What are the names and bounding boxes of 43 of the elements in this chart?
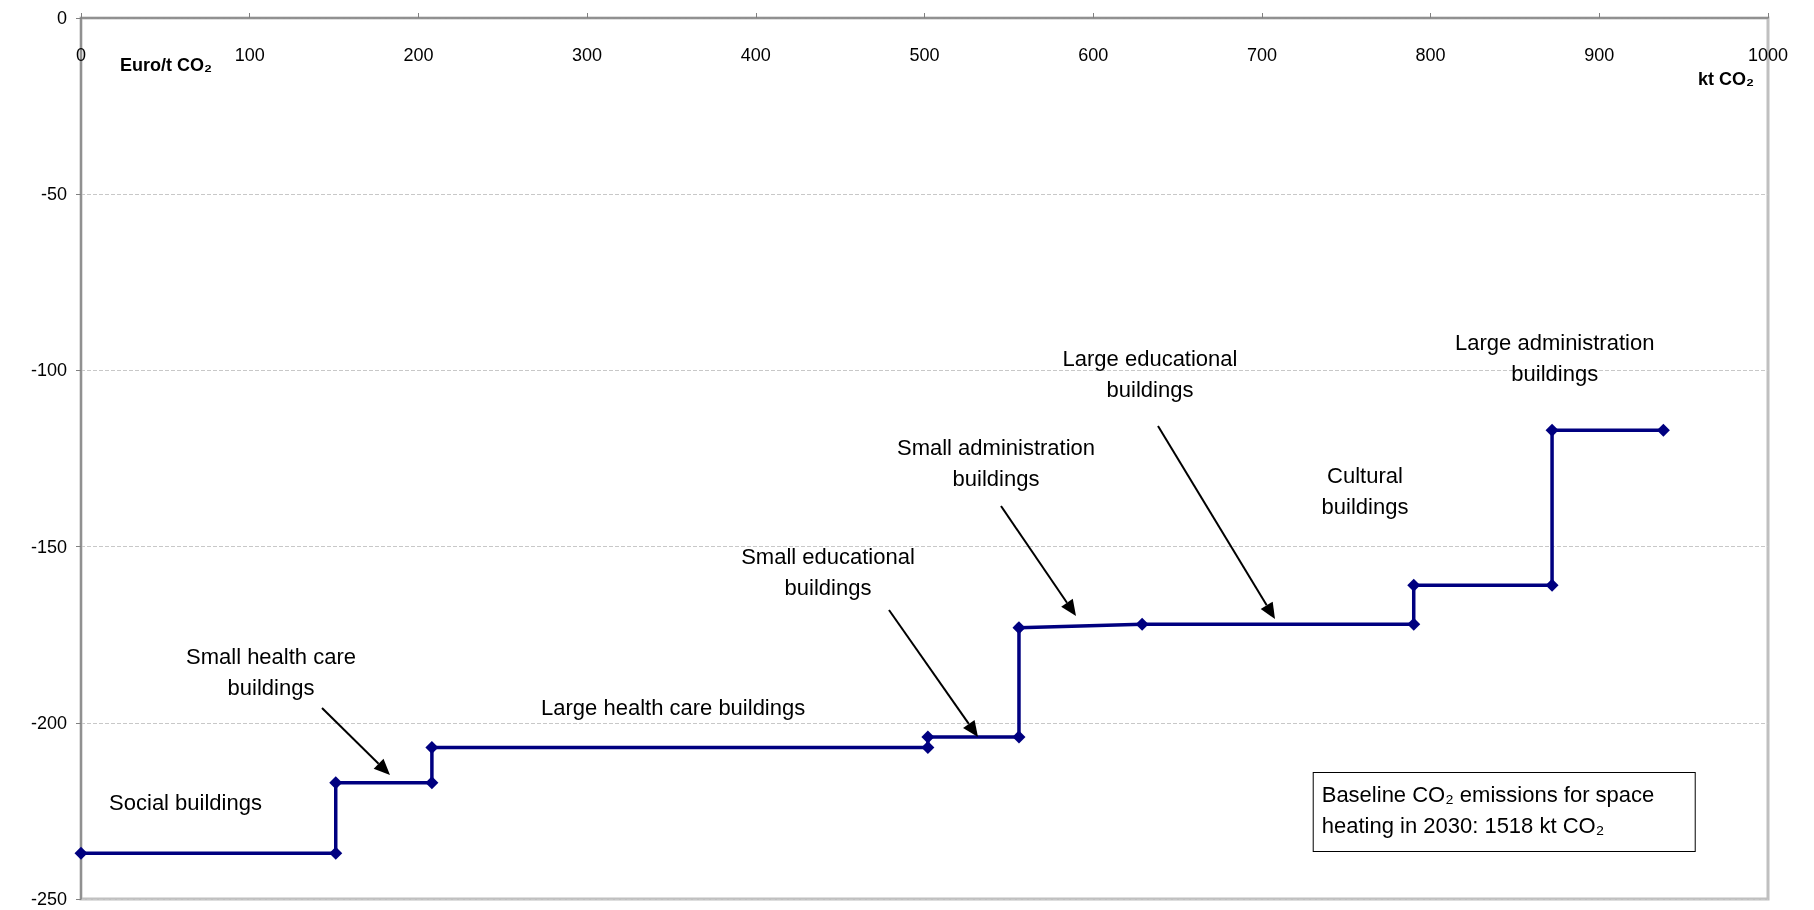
annotation: Small administration buildings <box>896 434 1096 493</box>
annotation: Cultural buildings <box>1321 462 1409 521</box>
annotation: Small health care buildings <box>186 643 356 702</box>
x-tick-label: 1000 <box>1747 45 1789 65</box>
x-tick-label: 200 <box>403 45 434 65</box>
point <box>1012 621 1026 635</box>
y-tick-label: -100 <box>30 360 67 381</box>
point <box>1407 578 1421 592</box>
x-tick-label: 900 <box>1584 45 1615 65</box>
point <box>329 776 343 790</box>
x-tick-label: 100 <box>234 45 265 65</box>
y-tick-label: -50 <box>40 184 67 205</box>
point <box>74 846 88 860</box>
annotation: Large administration buildings <box>1455 330 1655 387</box>
y-axis-title: Euro/t CO₂ <box>120 55 212 75</box>
point <box>425 740 439 754</box>
y-tick-label: -200 <box>30 712 67 733</box>
annotation: Small educational buildings <box>741 543 915 602</box>
point <box>1545 423 1559 437</box>
x-tick-label: 0 <box>75 45 87 65</box>
y-tick-label: 0 <box>56 8 67 28</box>
x-tick-label: 500 <box>909 45 940 65</box>
point <box>1656 423 1670 437</box>
x-tick-label: 600 <box>1078 45 1109 65</box>
point <box>1407 617 1421 631</box>
annotation: Large health care buildings <box>541 694 806 720</box>
annotation: Large educational buildings <box>1062 345 1238 404</box>
annotation: Social buildings <box>109 789 262 815</box>
x-tick-label: 800 <box>1415 45 1446 65</box>
point <box>1545 578 1559 592</box>
point <box>1012 730 1026 744</box>
point <box>1135 617 1149 631</box>
y-tick-label: -250 <box>30 889 67 909</box>
x-tick-label: 700 <box>1246 45 1277 65</box>
x-axis-title: kt CO₂ <box>1698 69 1755 89</box>
point <box>425 776 439 790</box>
note-box: Baseline CO₂ emissions for space heating in 2030: 1518 kt CO₂ <box>1312 772 1696 852</box>
y-tick-label: -150 <box>30 536 67 557</box>
point <box>921 740 935 754</box>
point <box>921 730 935 744</box>
point <box>329 846 343 860</box>
x-tick-label: 400 <box>740 45 771 65</box>
x-tick-label: 300 <box>572 45 603 65</box>
